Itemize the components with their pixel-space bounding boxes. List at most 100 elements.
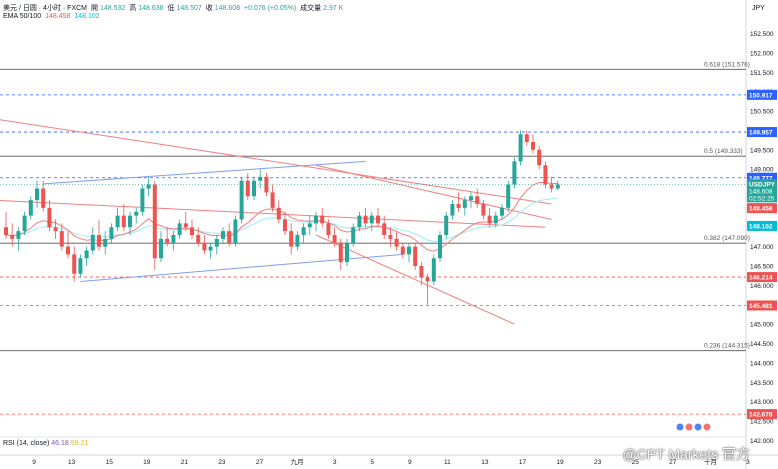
change-value: +0.076 (+0.05%) [244,5,297,12]
currency-label: JPY [752,5,765,12]
price-tag-bg [747,300,777,311]
candle-body [326,223,331,235]
x-tick-label: 15 [106,459,114,466]
event-marker-icon [703,423,711,431]
ema-price-tag-bg [747,220,777,231]
candle-body [369,215,374,224]
x-tick-label: 13 [481,459,489,466]
candle-body [549,184,554,189]
candle-body [320,215,325,224]
rsi-label[interactable]: RSI (14, close) [3,440,50,447]
y-tick-label: 147.000 [750,244,774,251]
candle-body [531,142,535,150]
candle-body [183,223,188,228]
candle-body [190,227,194,235]
x-tick-label: 21 [181,459,189,466]
current-symbol-label: USDJPY [749,181,776,188]
candle-body [28,200,33,216]
candle-body [425,277,430,282]
x-tick-label: 9 [408,459,412,466]
x-tick-label: 19 [143,459,151,466]
candle-body [537,149,542,166]
volume-label: 成交量 [300,5,322,12]
candle-body [90,235,95,251]
candle-body [493,215,498,224]
candle-body [59,231,64,247]
candle-body [97,235,101,247]
trendline [43,160,366,185]
candle-body [487,215,492,224]
candle-body [276,207,281,220]
ema-label[interactable]: EMA 50/100 [3,13,42,20]
y-tick-label: 152.500 [750,31,774,38]
x-tick-label: 11 [444,459,451,466]
candle-body [338,242,343,263]
candle-body [4,227,8,235]
open-value: 148.532 [99,5,126,12]
candle-body [16,231,21,239]
price-tag-label: 150.917 [749,92,773,99]
candle-body [363,215,368,224]
candle-body [506,184,511,208]
candle-body [289,231,294,247]
candle-body [413,246,418,266]
fib-level-label: 0.236 (144.315) [704,343,750,350]
x-tick-label: 27 [669,459,677,466]
ema-legend: EMA 50/100 148.458 148.102 [3,13,102,20]
candle-body [140,188,145,212]
countdown-label: 02:52:25 [749,195,775,202]
candle-body [115,215,120,228]
x-tick-label: 9 [32,459,36,466]
high-value: 148.638 [138,5,164,12]
candle-body [146,184,151,189]
y-tick-label: 144.500 [750,341,774,348]
ema-price-tag-bg [747,203,777,214]
candle-body [444,215,449,235]
close-label: 收 [205,5,213,12]
candle-body [252,180,256,197]
candle-body [419,266,424,278]
candle-body [245,180,250,197]
candle-body [152,184,157,259]
close-value: 148.608 [214,5,241,12]
price-tag-bg [747,272,777,283]
candle-body [202,242,207,251]
candle-body [41,188,46,208]
high-label: 高 [129,5,137,12]
candle-body [283,219,287,232]
y-tick-label: 149.500 [750,147,774,154]
x-tick-label: 3 [746,459,750,466]
y-tick-label: 149.000 [750,167,774,174]
candle-body [555,184,560,189]
x-tick-label: 23 [218,459,226,466]
price-tag-label: 142.678 [749,412,773,419]
price-tag-bg [747,409,777,420]
x-tick-label: 九月 [291,457,304,466]
current-price-label: 148.608 [749,188,773,195]
ema-price-tag-label: 148.102 [749,223,773,230]
candle-body [208,246,213,251]
candle-body [227,231,232,243]
candle-body [84,250,89,259]
rsi-legend: RSI (14, close) 46.18 59.21 [3,440,88,447]
candle-body [481,204,486,216]
symbol-label[interactable]: 美元 / 日圆 · 4小时 · FXCM [3,5,87,12]
y-tick-label: 143.500 [750,380,774,387]
candle-body [524,134,529,142]
y-tick-label: 143.000 [750,399,774,406]
trendline [315,234,515,325]
candle-body [307,223,312,228]
x-tick-label: 3 [333,459,337,466]
candle-body [400,246,405,255]
candle-body [345,242,349,263]
rsi-value-1: 46.18 [51,440,69,447]
candle-body [47,207,52,228]
ohlc-legend: 美元 / 日圆 · 4小时 · FXCM 開 148.532 高 148.638 低… [3,3,345,13]
x-tick-label: 27 [256,459,264,466]
y-tick-label: 142.000 [750,438,774,445]
low-value: 148.507 [176,5,202,12]
candle-body [121,215,126,228]
low-label: 低 [167,5,175,12]
